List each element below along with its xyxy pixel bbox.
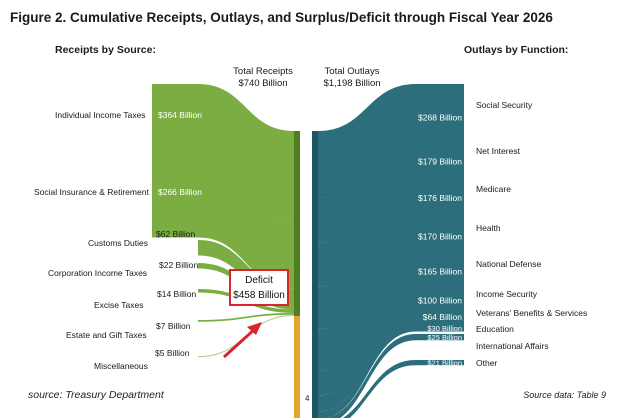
outlay-label-social-security: Social Security <box>476 100 533 110</box>
total-receipts-value: $740 Billion <box>238 78 288 89</box>
outlay-label-other: Other <box>476 358 497 368</box>
outlay-value-net-interest: $179 Billion <box>418 156 462 166</box>
outlay-label-net-interest: Net Interest <box>476 146 521 156</box>
outlay-flow-other <box>342 360 416 418</box>
outlay-block-national-defense <box>416 251 464 293</box>
outlay-value-education: $30 Billion <box>427 324 462 333</box>
outlays-header: Outlays by Function: <box>464 44 569 56</box>
receipts-header: Receipts by Source: <box>55 44 156 56</box>
outlay-value-income-security: $100 Billion <box>418 296 462 306</box>
total-receipts-label: Total Receipts <box>233 66 293 77</box>
outlay-block-education <box>416 324 464 332</box>
outlay-label-income-security: Income Security <box>476 289 538 299</box>
receipt-value-social-insurance-retirement: $266 Billion <box>158 187 202 197</box>
outlay-flow-education <box>318 324 416 418</box>
outlay-block-international-affairs <box>416 334 464 341</box>
outlay-value-national-defense: $165 Billion <box>418 267 462 277</box>
outlay-label-veterans-benefits-services: Veterans' Benefits & Services <box>476 308 587 318</box>
outlay-label-international-affairs: International Affairs <box>476 341 549 351</box>
outlay-block-veterans-benefits-services <box>416 309 464 325</box>
receipt-value-customs-duties: $62 Billion <box>156 229 195 239</box>
total-receipts-bar <box>294 131 300 316</box>
deficit-arrow-head <box>247 322 262 335</box>
total-outlays-bar <box>312 131 318 418</box>
outlay-value-social-security: $268 Billion <box>418 113 462 123</box>
outlay-block-income-security <box>416 288 464 313</box>
outlay-value-other: $21 Billion <box>427 359 462 368</box>
total-outlays-value: $1,198 Billion <box>323 78 381 89</box>
outlay-flow-veterans-benefits-services <box>318 309 416 412</box>
receipt-value-individual-income-taxes: $364 Billion <box>158 110 202 120</box>
receipt-label-customs-duties: Customs Duties <box>88 238 148 248</box>
receipt-label-social-insurance-retirement: Social Insurance & Retirement <box>34 187 149 197</box>
receipt-label-individual-income-taxes: Individual Income Taxes <box>55 110 146 120</box>
receipt-block-individual-income-taxes <box>152 84 198 175</box>
receipt-value-corporation-income-taxes: $22 Billion <box>159 260 198 270</box>
receipt-value-excise-taxes: $14 Billion <box>157 289 196 299</box>
outlay-flow-health <box>318 215 416 330</box>
outlay-flow-social-security <box>318 84 416 198</box>
receipt-label-estate-and-gift-taxes: Estate and Gift Taxes <box>66 330 147 340</box>
receipt-label-corporation-income-taxes: Corporation Income Taxes <box>48 268 147 278</box>
total-outlays-label: Total Outlays <box>324 66 380 77</box>
deficit-value: $458 Billion <box>233 290 285 301</box>
receipt-label-miscellaneous: Miscellaneous <box>94 361 148 371</box>
footer-page-number: 4 <box>305 394 310 403</box>
footer-source: source: Treasury Department <box>28 389 164 401</box>
deficit-arrow-shaft <box>222 326 258 359</box>
receipt-value-miscellaneous: $5 Billion <box>155 348 190 358</box>
deficit-label: Deficit <box>245 275 273 286</box>
outlay-value-medicare: $176 Billion <box>418 193 462 203</box>
outlay-value-international-affairs: $25 Billion <box>427 333 462 342</box>
outlay-block-medicare <box>416 176 464 220</box>
deficit-callout: Deficit $458 Billion <box>229 269 289 306</box>
outlay-flow-income-security <box>318 288 416 396</box>
outlay-flow-net-interest <box>318 139 416 243</box>
receipt-flow-estate-and-gift-taxes <box>198 313 294 322</box>
outlay-value-health: $170 Billion <box>418 231 462 241</box>
outlay-value-veterans-benefits-services: $64 Billion <box>423 312 462 322</box>
outlay-flow-national-defense <box>318 251 416 371</box>
chart-title: Figure 2. Cumulative Receipts, Outlays, … <box>10 10 553 25</box>
deficit-bar <box>294 316 300 418</box>
receipt-value-estate-and-gift-taxes: $7 Billion <box>156 321 191 331</box>
outlay-label-national-defense: National Defense <box>476 259 541 269</box>
total-outlays: Total Outlays $1,198 Billion <box>312 66 392 90</box>
receipt-block-social-insurance-retirement <box>152 171 198 238</box>
receipt-flow-social-insurance-retirement <box>198 171 294 289</box>
outlay-block-health <box>416 215 464 258</box>
outlay-label-education: Education <box>476 324 514 334</box>
outlay-flow-medicare <box>318 176 416 287</box>
outlay-label-medicare: Medicare <box>476 184 511 194</box>
outlay-block-other <box>416 360 464 366</box>
outlay-label-health: Health <box>476 223 501 233</box>
footer-source-data: Source data: Table 9 <box>523 390 606 400</box>
receipt-flow-individual-income-taxes <box>198 84 294 222</box>
receipt-label-excise-taxes: Excise Taxes <box>94 300 143 310</box>
total-receipts: Total Receipts $740 Billion <box>226 66 300 90</box>
